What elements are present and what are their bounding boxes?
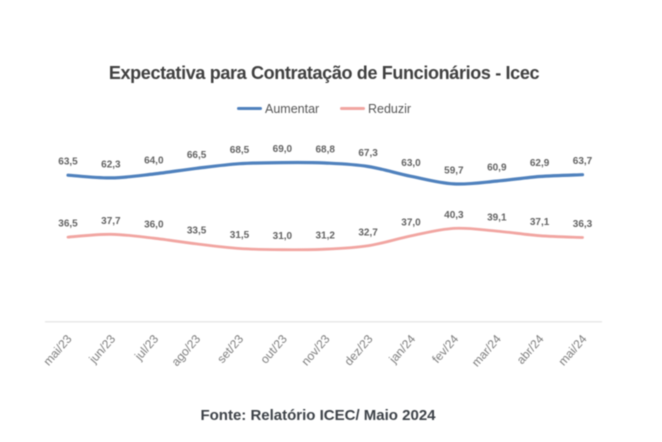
svg-text:31,2: 31,2: [315, 231, 335, 242]
svg-text:69,0: 69,0: [273, 144, 293, 155]
svg-text:60,9: 60,9: [487, 163, 507, 174]
svg-text:59,7: 59,7: [444, 165, 464, 176]
svg-text:37,0: 37,0: [401, 217, 421, 228]
svg-text:39,1: 39,1: [487, 213, 507, 224]
svg-text:36,3: 36,3: [573, 219, 593, 230]
svg-text:31,0: 31,0: [273, 231, 293, 242]
svg-text:63,0: 63,0: [401, 158, 421, 169]
svg-text:64,0: 64,0: [144, 156, 164, 167]
svg-text:62,3: 62,3: [101, 159, 121, 170]
svg-text:68,8: 68,8: [315, 145, 335, 156]
svg-text:40,3: 40,3: [444, 210, 464, 221]
svg-text:37,1: 37,1: [530, 217, 550, 228]
svg-text:37,7: 37,7: [101, 216, 121, 227]
svg-text:36,0: 36,0: [144, 220, 164, 231]
svg-text:62,9: 62,9: [530, 158, 550, 169]
svg-text:63,7: 63,7: [573, 156, 593, 167]
svg-text:32,7: 32,7: [358, 227, 378, 238]
svg-text:36,5: 36,5: [58, 219, 78, 230]
svg-text:31,5: 31,5: [230, 230, 250, 241]
svg-text:67,3: 67,3: [358, 148, 378, 159]
svg-text:66,5: 66,5: [187, 150, 207, 161]
svg-text:33,5: 33,5: [187, 225, 207, 236]
svg-text:68,5: 68,5: [230, 145, 250, 156]
svg-text:63,5: 63,5: [58, 157, 78, 168]
